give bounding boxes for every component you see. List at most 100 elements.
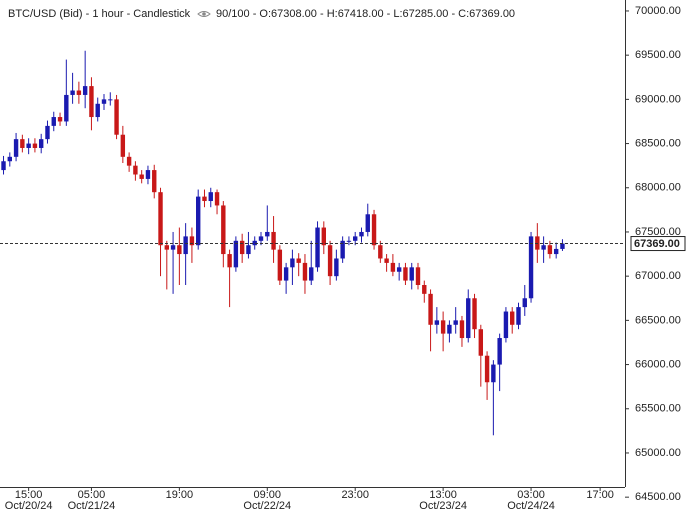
candle-body (384, 258, 389, 263)
x-tick-date: Oct/20/24 (5, 500, 53, 510)
candle-body (535, 236, 540, 250)
candle-body (453, 320, 458, 325)
candle-body (246, 245, 251, 255)
eye-pupil (202, 12, 206, 16)
eye-outline (197, 11, 211, 17)
candle-body (101, 99, 107, 104)
candle-body (120, 134, 126, 157)
chart-title: BTC/USD (Bid) - 1 hour - Candlestick (8, 8, 191, 20)
x-tick-label: 23:00 (341, 489, 369, 501)
candle-body (233, 240, 239, 268)
candle-body (189, 236, 195, 246)
candle-body (57, 117, 63, 122)
candle-body (239, 240, 245, 255)
candle-body (7, 156, 12, 162)
candle-body (214, 192, 220, 206)
candle-body (359, 231, 364, 237)
candle-body (221, 205, 226, 255)
candle-body (82, 86, 88, 95)
candle-body (472, 298, 477, 330)
candle-body (95, 103, 100, 118)
candle-body (340, 240, 345, 259)
candle-body (334, 258, 339, 277)
candle-body (108, 99, 113, 101)
candle-body (315, 227, 320, 268)
x-tick-label: 05:00 (78, 489, 106, 501)
y-tick-label: 66000.00 (635, 358, 681, 370)
candle-body (528, 236, 534, 299)
y-tick-label: 65500.00 (635, 403, 681, 415)
candle-body (152, 170, 157, 193)
plot-area (1, 50, 565, 436)
candle-body (227, 254, 232, 268)
x-tick-label: 13:00 (429, 489, 457, 501)
candle-body (390, 262, 396, 272)
y-tick-label: 64500.00 (635, 491, 681, 503)
y-tick-label: 70000.00 (635, 5, 681, 17)
candle-body (321, 227, 327, 246)
candle-body (252, 240, 257, 246)
candle-body (145, 170, 151, 179)
candle-body (38, 139, 44, 148)
candle-body (516, 307, 521, 325)
y-tick-label: 67000.00 (635, 270, 681, 282)
candle-body (133, 165, 138, 175)
header-bg (0, 0, 520, 24)
candle-body (158, 192, 163, 246)
x-tick-date: Oct/23/24 (419, 500, 467, 510)
x-tick-date: Oct/24/24 (507, 500, 555, 510)
y-tick-label: 69500.00 (635, 49, 681, 61)
candle-body (290, 258, 295, 268)
candle-body (26, 143, 31, 148)
candle-body (547, 245, 553, 255)
candle-body (560, 243, 565, 249)
candle-body (258, 236, 264, 241)
candle-body (309, 267, 314, 281)
y-tick-label: 67500.00 (635, 226, 681, 238)
candle-body (553, 248, 559, 255)
candle-body (296, 258, 301, 263)
candle-body (45, 125, 50, 140)
candle-body (378, 245, 383, 259)
candle-body (415, 267, 421, 286)
candle-body (277, 249, 283, 281)
candle-body (196, 196, 201, 246)
candle-body (271, 231, 276, 250)
x-tick-label: 03:00 (517, 489, 545, 501)
candle-body (265, 231, 270, 237)
candle-body (466, 298, 471, 339)
candle-body (302, 262, 308, 281)
candle-body (76, 90, 82, 95)
x-tick-label: 17:00 (586, 489, 614, 501)
chart-subtitle: 90/100 - O:67308.00 - H:67418.00 - L:672… (216, 8, 515, 20)
candle-body (447, 324, 452, 334)
candle-body (64, 94, 69, 122)
last-price-label: 67369.00 (634, 238, 680, 250)
candle-body (491, 364, 496, 383)
candle-body (409, 267, 414, 281)
candle-body (503, 311, 509, 339)
candle-body (32, 143, 38, 148)
candle-body (396, 267, 402, 272)
x-tick-date: Oct/22/24 (243, 500, 291, 510)
candle-body (541, 245, 546, 250)
candle-body (20, 139, 25, 148)
x-tick-label: 19:00 (166, 489, 194, 501)
candle-body (183, 236, 188, 255)
y-tick-label: 68500.00 (635, 137, 681, 149)
candle-body (422, 285, 427, 294)
candle-body (522, 298, 527, 308)
candle-body (13, 139, 19, 157)
candle-body (478, 329, 484, 356)
candle-body (170, 245, 176, 250)
y-tick-label: 65000.00 (635, 447, 681, 459)
candle-body (283, 267, 289, 281)
candle-body (51, 117, 56, 126)
candle-body (428, 293, 433, 325)
y-tick-label: 66500.00 (635, 314, 681, 326)
last-price-box (630, 236, 686, 252)
candle-body (114, 99, 119, 135)
visibility-icon[interactable] (197, 11, 211, 17)
